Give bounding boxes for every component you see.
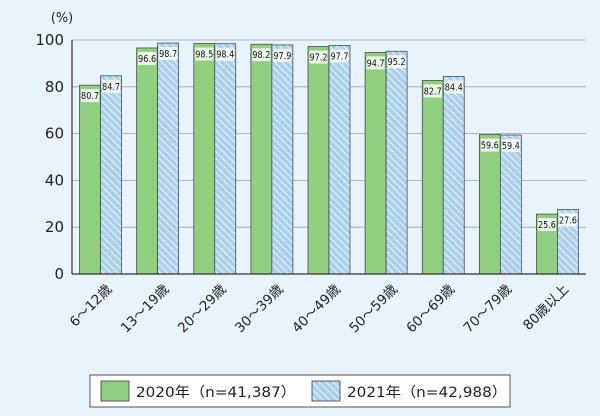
bar-2020-3 xyxy=(250,43,273,275)
legend-swatch-2020 xyxy=(100,380,130,402)
bar-label-background xyxy=(159,47,178,61)
bar-label-background xyxy=(195,47,214,61)
bar-label-background xyxy=(309,50,328,64)
bar-2021-6 xyxy=(442,76,465,275)
y-axis-unit-label: (%) xyxy=(51,11,74,26)
bar-value-label: 59.6 xyxy=(481,141,499,152)
bar-value-label: 98.5 xyxy=(195,50,213,61)
bar-label-background xyxy=(423,84,442,98)
bar-2020-0 xyxy=(79,84,101,275)
bar-value-label: 98.2 xyxy=(252,50,270,61)
bar-2020-1 xyxy=(136,47,159,275)
bar-label-background xyxy=(252,48,271,62)
legend: 2020年（n=41,387） 2021年（n=42,988） xyxy=(89,374,511,408)
bar-value-label: 84.7 xyxy=(102,82,120,93)
bar-label-background xyxy=(501,139,520,153)
y-tick-label: 60 xyxy=(45,125,64,143)
bar-label-background xyxy=(330,49,349,63)
bar-2020-2 xyxy=(193,43,216,275)
bar-value-label: 27.6 xyxy=(559,215,577,226)
bar-value-label: 96.6 xyxy=(138,54,156,65)
bar-2020-5 xyxy=(364,52,387,275)
bar-2021-2 xyxy=(214,43,237,275)
bar-value-label: 98.7 xyxy=(159,49,177,60)
bar-value-label: 97.9 xyxy=(273,51,291,62)
bar-label-background xyxy=(444,80,463,94)
legend-label-2021: 2021年（n=42,988） xyxy=(347,385,507,401)
bar-2021-7 xyxy=(499,134,522,275)
legend-swatch-2021 xyxy=(311,380,341,402)
bar-value-label: 59.4 xyxy=(502,141,520,152)
legend-box xyxy=(89,374,511,408)
bar-2020-7 xyxy=(478,134,501,275)
bar-value-label: 25.6 xyxy=(538,220,556,231)
y-tick-label: 40 xyxy=(45,171,64,189)
bar-label-background xyxy=(480,138,499,152)
bars xyxy=(79,42,579,275)
y-tick-label: 100 xyxy=(35,31,64,49)
y-tick-label: 80 xyxy=(45,78,64,96)
bar-2021-3 xyxy=(271,44,294,275)
y-tick-label: 0 xyxy=(54,265,64,283)
bar-value-label: 98.4 xyxy=(216,50,234,61)
y-tick-label: 20 xyxy=(45,218,64,236)
bar-value-label: 82.7 xyxy=(424,86,442,97)
legend-label-2020: 2020年（n=41,387） xyxy=(136,385,296,401)
bar-label-background xyxy=(81,89,100,103)
bar-value-label: 97.7 xyxy=(331,51,349,62)
bar-label-background xyxy=(537,218,556,232)
bar-2021-5 xyxy=(385,50,408,275)
bar-value-label: 84.4 xyxy=(445,83,463,94)
bar-2020-4 xyxy=(307,46,330,275)
bar-label-background xyxy=(558,213,577,227)
bar-label-background xyxy=(216,47,235,61)
bar-value-label: 97.2 xyxy=(310,53,328,64)
y-axis-ticks: 0 20 40 60 80 100 xyxy=(35,31,64,283)
bar-2021-1 xyxy=(157,42,180,275)
bar-label-background xyxy=(366,56,385,70)
bar-value-label: 94.7 xyxy=(367,58,385,69)
bar-label-background xyxy=(138,51,157,65)
bar-value-label: 95.2 xyxy=(388,57,406,68)
bar-label-background xyxy=(387,55,406,69)
bar-2021-4 xyxy=(328,45,351,275)
bar-value-labels: 80.7 96.6 98.5 98.2 97.2 94.7 82.7 59.6 25.6 84.7… xyxy=(81,47,577,232)
bar-label-background xyxy=(102,79,121,93)
bar-label-background xyxy=(273,48,292,62)
bar-value-label: 80.7 xyxy=(81,91,99,102)
bar-2021-0 xyxy=(100,75,122,275)
bar-2020-6 xyxy=(421,80,444,275)
